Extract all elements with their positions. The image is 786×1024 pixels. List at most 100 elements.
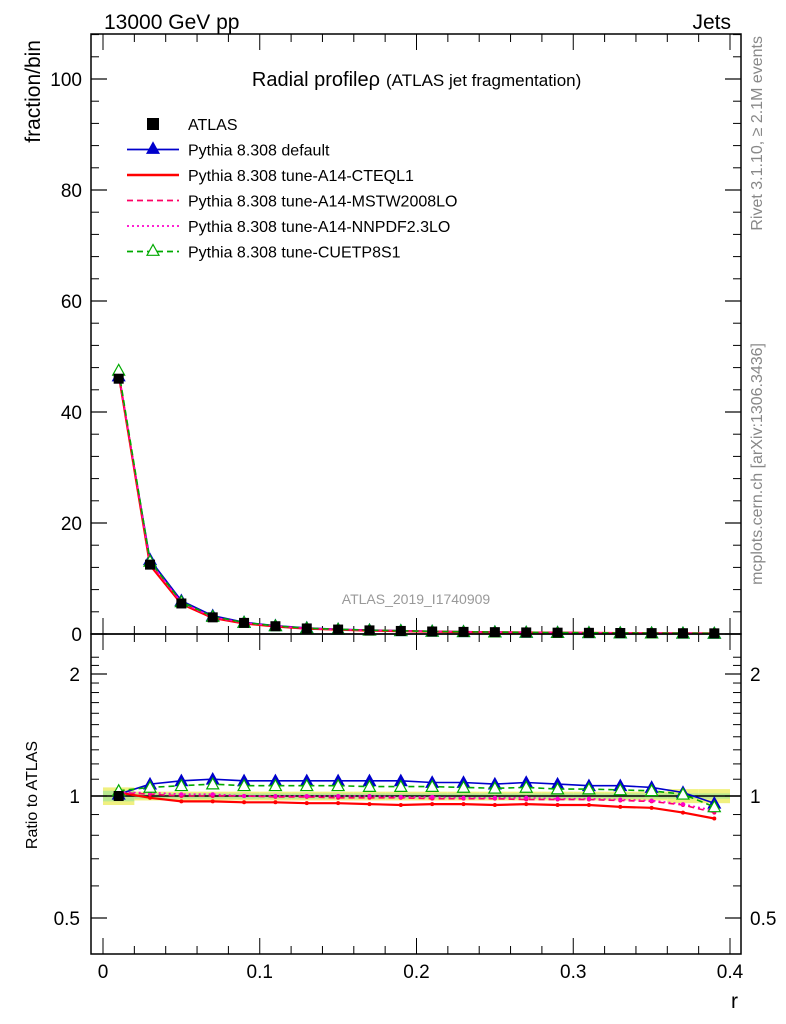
ratio-point-pythia-8-308-tune-a14-cteql1 (273, 800, 278, 805)
y-tick-label: 100 (50, 70, 82, 91)
data-point (427, 626, 438, 637)
ratio-point-pythia-8-308-tune-a14-nnpdf2-3lo (524, 795, 529, 800)
ratio-point-pythia-8-308-tune-cuetp8s1 (613, 782, 628, 796)
data-point (677, 628, 688, 639)
legend-marker-atlas (147, 118, 159, 130)
y-axis-label: fraction/bin (22, 40, 45, 143)
legend-label-pythia-8-308-tune-a14-cteql1: Pythia 8.308 tune-A14-CTEQL1 (188, 168, 414, 185)
legend-marker-pythia-8-308-default (145, 141, 161, 154)
legend-label-pythia-8-308-tune-cuetp8s1: Pythia 8.308 tune-CUETP8S1 (188, 245, 401, 262)
ratio-point-pythia-8-308-tune-cuetp8s1 (581, 781, 596, 795)
data-point (239, 617, 250, 628)
chart-subtitle: (ATLAS jet fragmentation) (386, 71, 581, 90)
ratio-point-pythia-8-308-tune-cuetp8s1 (393, 779, 408, 792)
ratio-point-pythia-8-308-tune-a14-nnpdf2-3lo (492, 795, 497, 800)
ratio-point-pythia-8-308-tune-a14-nnpdf2-3lo (649, 798, 654, 803)
ratio-point-pythia-8-308-tune-a14-cteql1 (304, 801, 309, 806)
legend-label-pythia-8-308-default: Pythia 8.308 default (188, 143, 330, 160)
ratio-point-pythia-8-308-tune-a14-cteql1 (524, 802, 529, 807)
ratio-plot: 0.5 0.5 1 1 2 2 0 0.1 0.2 0.3 0.4 (54, 633, 776, 983)
ratio-point-pythia-8-308-tune-cuetp8s1 (519, 780, 534, 793)
ratio-point-pythia-8-308-tune-a14-cteql1 (398, 803, 403, 808)
series-line-pythia-8-308-tune-cuetp8s1 (117, 370, 715, 635)
ratio-y-axis-label: Ratio to ATLAS (24, 741, 41, 849)
ratio-y-tick-label: 0.5 (54, 909, 80, 930)
y-tick-label: 20 (61, 514, 82, 535)
ratio-point-pythia-8-308-tune-a14-nnpdf2-3lo (210, 792, 215, 797)
ratio-point-pythia-8-308-tune-cuetp8s1 (644, 783, 659, 797)
ratio-point-pythia-8-308-tune-cuetp8s1 (268, 778, 283, 792)
ratio-point-pythia-8-308-tune-a14-nnpdf2-3lo (430, 794, 435, 799)
y-tick-label: 0 (71, 625, 82, 646)
data-point (364, 625, 375, 636)
ratio-point-pythia-8-308-tune-a14-cteql1 (649, 805, 654, 810)
data-point (113, 373, 124, 384)
ratio-point-pythia-8-308-tune-cuetp8s1 (550, 781, 565, 795)
data-point (301, 623, 312, 634)
series-point-pythia-8-308-tune-cuetp8s1 (111, 363, 126, 376)
ratio-line-pythia-8-308-tune-a14-cteql1 (118, 791, 715, 820)
data-point (615, 628, 626, 639)
data-point (521, 627, 532, 638)
ratio-y-tick-label: 1 (69, 787, 80, 808)
ratio-point-pythia-8-308-tune-a14-cteql1 (712, 816, 717, 821)
legend: ATLAS Pythia 8.308 default Pythia 8.308 tu… (127, 117, 457, 262)
ratio-point-pythia-8-308-tune-cuetp8s1 (205, 776, 220, 790)
x-tick-label: 0 (98, 962, 109, 983)
data-point (145, 559, 156, 570)
ratio-point-pythia-8-308-tune-cuetp8s1 (143, 780, 158, 793)
data-point (207, 612, 218, 623)
ratio-point-pythia-8-308-tune-cuetp8s1 (237, 778, 252, 792)
data-point (176, 598, 187, 609)
x-axis-label: r (731, 990, 738, 1013)
ratio-point-pythia-8-308-tune-a14-cteql1 (618, 804, 623, 809)
ratio-point-pythia-8-308-tune-a14-cteql1 (430, 802, 435, 807)
ratio-point-pythia-8-308-tune-cuetp8s1 (299, 778, 314, 792)
ratio-y-tick-label-right: 0.5 (750, 909, 776, 930)
ratio-point-pythia-8-308-tune-cuetp8s1 (456, 780, 471, 793)
analysis-label: ATLAS_2019_I1740909 (342, 591, 491, 607)
ratio-axis-ticks: 0.5 0.5 1 1 2 2 0 0.1 0.2 0.3 0.4 (54, 634, 776, 983)
legend-label-pythia-8-308-tune-a14-nnpdf2-3lo: Pythia 8.308 tune-A14-NNPDF2.3LO (188, 219, 450, 236)
data-point (583, 627, 594, 638)
ratio-data-point (113, 791, 124, 801)
ratio-point-pythia-8-308-tune-a14-cteql1 (492, 803, 497, 808)
y-tick-label: 40 (61, 403, 82, 424)
ratio-point-pythia-8-308-tune-cuetp8s1 (487, 781, 502, 794)
ratio-line-pythia-8-308-tune-a14-nnpdf2-3lo (118, 791, 715, 812)
ratio-point-pythia-8-308-tune-cuetp8s1 (331, 778, 346, 792)
ratio-point-pythia-8-308-tune-a14-cteql1 (210, 799, 215, 804)
ratio-point-pythia-8-308-tune-cuetp8s1 (425, 779, 440, 792)
header-right: Jets (692, 11, 731, 34)
ratio-point-pythia-8-308-tune-a14-nnpdf2-3lo (179, 792, 184, 797)
ratio-point-pythia-8-308-tune-a14-cteql1 (148, 795, 153, 800)
ratio-point-pythia-8-308-tune-a14-cteql1 (179, 799, 184, 804)
ratio-point-pythia-8-308-tune-a14-nnpdf2-3lo (336, 794, 341, 798)
y-tick-label: 60 (61, 292, 82, 313)
ratio-y-tick-label-right: 2 (750, 665, 761, 686)
ratio-point-pythia-8-308-tune-a14-cteql1 (367, 802, 372, 807)
data-point (489, 627, 500, 638)
ratio-point-pythia-8-308-tune-cuetp8s1 (362, 779, 377, 792)
legend-label-atlas: ATLAS (188, 117, 238, 134)
x-tick-label: 0.2 (403, 962, 429, 983)
ratio-point-pythia-8-308-tune-a14-cteql1 (336, 801, 341, 806)
header-left: 13000 GeV pp (104, 11, 239, 34)
ratio-point-pythia-8-308-tune-a14-nnpdf2-3lo (367, 794, 372, 798)
data-point (270, 621, 281, 632)
data-point (552, 627, 563, 638)
legend-label-pythia-8-308-tune-a14-mstw2008lo: Pythia 8.308 tune-A14-MSTW2008LO (188, 194, 457, 211)
ratio-point-pythia-8-308-tune-a14-cteql1 (555, 803, 560, 808)
ratio-y-tick-label-right: 1 (750, 787, 761, 808)
y-tick-label: 80 (61, 181, 82, 202)
legend-marker-pythia-8-308-tune-cuetp8s1 (145, 243, 161, 256)
ratio-point-pythia-8-308-tune-a14-nnpdf2-3lo (304, 794, 309, 798)
ratio-point-pythia-8-308-tune-cuetp8s1 (675, 787, 690, 800)
ratio-point-pythia-8-308-tune-a14-cteql1 (242, 800, 247, 805)
source-text: mcplots.cern.ch [arXiv:1306.3436] (749, 343, 766, 585)
ratio-point-pythia-8-308-tune-a14-nnpdf2-3lo (242, 794, 247, 798)
ratio-point-pythia-8-308-tune-a14-nnpdf2-3lo (586, 796, 591, 801)
ratio-point-pythia-8-308-tune-a14-cteql1 (586, 803, 591, 808)
ratio-line-pythia-8-308-default (118, 778, 715, 804)
